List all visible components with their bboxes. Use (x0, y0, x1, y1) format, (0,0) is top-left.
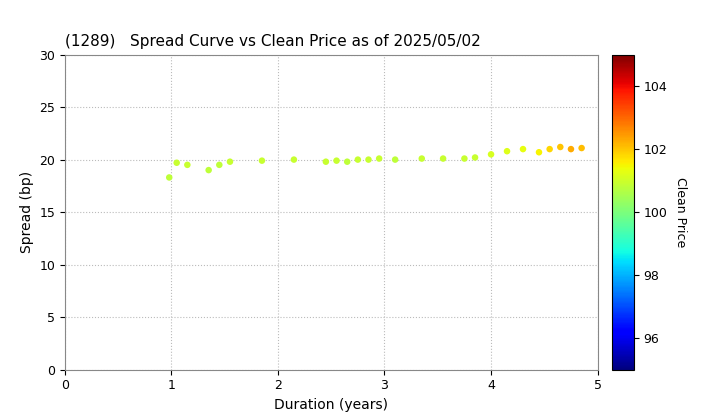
Y-axis label: Clean Price: Clean Price (674, 177, 687, 247)
Point (469, 154, 481, 161)
Point (534, 149, 545, 155)
Point (374, 155, 385, 162)
Point (203, 167, 215, 173)
Point (224, 158, 235, 165)
Point (341, 158, 353, 165)
Point (501, 148, 513, 155)
Point (320, 158, 332, 165)
Point (288, 156, 300, 163)
Point (485, 151, 497, 158)
Point (256, 158, 268, 164)
X-axis label: Duration (years): Duration (years) (274, 398, 388, 412)
Point (163, 174, 175, 181)
Point (554, 144, 566, 150)
Point (437, 155, 449, 162)
Y-axis label: Spread (bp): Spread (bp) (19, 171, 34, 253)
Point (576, 144, 588, 151)
Point (214, 161, 225, 168)
Point (459, 155, 470, 162)
Point (181, 161, 193, 168)
Point (352, 156, 364, 163)
Point (416, 155, 428, 162)
Point (517, 146, 528, 152)
Point (565, 146, 577, 152)
Point (390, 156, 401, 163)
Point (544, 146, 555, 152)
Text: (1289)   Spread Curve vs Clean Price as of 2025/05/02: (1289) Spread Curve vs Clean Price as of… (65, 34, 480, 49)
Point (330, 158, 342, 164)
Point (171, 159, 182, 166)
Point (363, 156, 374, 163)
